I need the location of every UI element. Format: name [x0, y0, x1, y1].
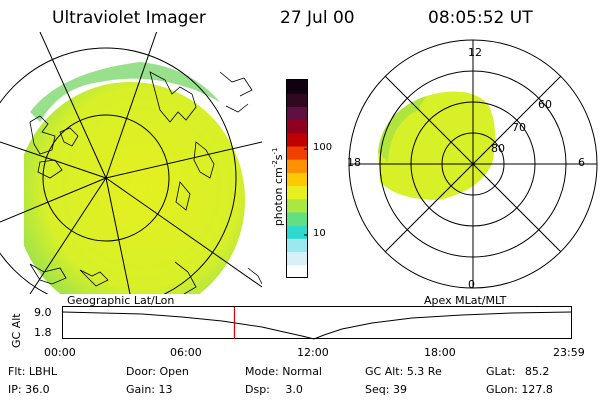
- info-gc-alt-value: 5.3 Re: [406, 365, 442, 378]
- timeline-y-low: 1.8: [34, 326, 52, 339]
- colorbar-band: [287, 106, 307, 121]
- info-filter-value: LBHL: [28, 365, 57, 378]
- geographic-image-panel: [0, 32, 262, 294]
- colorbar-band: [287, 132, 307, 147]
- info-dsp: Dsp: 3.0: [245, 383, 303, 396]
- mlat-label-70: 70: [512, 121, 526, 134]
- colorbar-band: [287, 93, 307, 107]
- timeline-y-high: 9.0: [34, 306, 52, 319]
- mlt-label-0: 0: [468, 278, 475, 291]
- info-ip-value: 36.0: [25, 383, 50, 396]
- time-label: 08:05:52 UT: [428, 8, 533, 28]
- polar-image-panel: [348, 39, 598, 289]
- polar-aurora-image: [378, 91, 496, 200]
- coastlines: [29, 71, 262, 294]
- info-filter: Flt: LBHL: [8, 365, 57, 378]
- timeline-tick-0000: 00:00: [44, 346, 76, 359]
- colorbar-tick-label-high: 100: [313, 142, 333, 153]
- gc-altitude-timeline: [62, 306, 572, 340]
- colorbar-band: [287, 172, 307, 187]
- app-title: Ultraviolet Imager: [52, 8, 206, 28]
- info-mode: Mode: Normal: [245, 365, 322, 378]
- mlat-label-60: 60: [538, 98, 552, 111]
- colorbar-band: [287, 146, 307, 160]
- info-seq: Seq: 39: [365, 383, 407, 396]
- timeline-tick-0600: 06:00: [170, 346, 202, 359]
- colorbar-band: [287, 264, 307, 279]
- timeline-tick-1200: 12:00: [297, 346, 329, 359]
- gc-altitude-curve: [62, 311, 572, 340]
- info-seq-value: 39: [392, 383, 407, 396]
- info-mode-value: Normal: [282, 365, 322, 378]
- colorbar-frame: [286, 79, 308, 278]
- info-door-value: Open: [159, 365, 189, 378]
- colorbar-band: [287, 80, 307, 94]
- colorbar: [286, 79, 308, 279]
- geographic-panel-label: Geographic Lat/Lon: [67, 294, 175, 307]
- uv-aurora-image: [24, 82, 245, 294]
- colorbar-band: [287, 119, 307, 134]
- info-door: Door: Open: [126, 365, 189, 378]
- colorbar-band: [287, 212, 307, 226]
- mlt-label-6: 6: [578, 156, 585, 169]
- colorbar-unit-label: photon cm-2s-1: [271, 147, 285, 227]
- colorbar-band: [287, 238, 307, 253]
- polar-aurora-edge: [378, 96, 426, 162]
- info-glon: GLon: 127.8: [486, 383, 553, 396]
- info-ip: IP: 36.0: [8, 383, 50, 396]
- info-glat: GLat: 85.2: [486, 365, 550, 378]
- lat-lon-grid: [0, 32, 262, 294]
- info-glon-value: 127.8: [521, 383, 553, 396]
- colorbar-band: [287, 198, 307, 213]
- dayside-glow: [30, 62, 220, 122]
- timeline-tick-2359: 23:59: [553, 346, 585, 359]
- mlt-label-12: 12: [468, 46, 482, 59]
- date-label: 27 Jul 00: [280, 8, 355, 28]
- colorbar-band: [287, 251, 307, 266]
- colorbar-tick-label-low: 10: [313, 228, 326, 239]
- timeline-frame: [62, 306, 572, 339]
- colorbar-band: [287, 159, 307, 173]
- polar-panel-label: Apex MLat/MLT: [424, 294, 507, 307]
- info-gain-value: 13: [158, 383, 173, 396]
- colorbar-band: [287, 185, 307, 200]
- info-dsp-value: 3.0: [285, 383, 303, 396]
- mlt-label-18: 18: [347, 156, 361, 169]
- mlat-label-80: 80: [491, 142, 505, 155]
- timeline-tick-1800: 18:00: [424, 346, 456, 359]
- info-glat-value: 85.2: [524, 365, 550, 378]
- info-gain: Gain: 13: [126, 383, 173, 396]
- info-gc-alt: GC Alt: 5.3 Re: [365, 365, 442, 378]
- timeline-axis-label: GC Alt: [10, 313, 23, 348]
- mlat-mlt-grid: [348, 39, 598, 289]
- colorbar-band: [287, 225, 307, 239]
